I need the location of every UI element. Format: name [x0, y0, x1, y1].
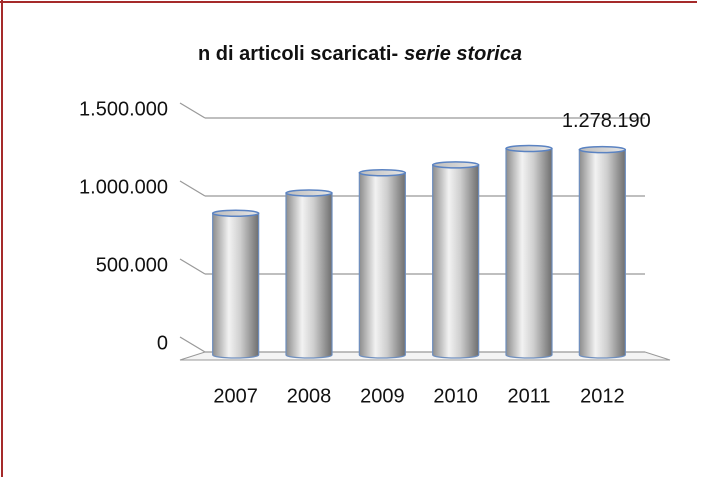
y-tick-label: 0	[157, 332, 168, 354]
bar	[578, 149, 626, 359]
bar	[285, 192, 333, 359]
bar-top	[358, 168, 407, 177]
y-tick-label: 1.500.000	[79, 98, 168, 120]
bar-top	[285, 189, 333, 197]
x-tick-label: 2011	[507, 385, 550, 407]
x-tick-label: 2008	[287, 385, 332, 407]
y-tick-label: 500.000	[96, 254, 168, 276]
bar-top	[211, 209, 260, 218]
bar	[212, 212, 260, 359]
y-tick-label: 1.000.000	[79, 176, 168, 198]
bar	[358, 172, 406, 359]
chart-title: n di articoli scaricati-serie storica	[198, 43, 522, 65]
grid-slant	[179, 336, 206, 353]
bar-top	[505, 144, 553, 153]
title-italic: serie storica	[404, 43, 522, 65]
grid-slant	[179, 258, 206, 275]
grid-slant	[179, 102, 206, 119]
x-tick-label: 2009	[360, 385, 405, 407]
bar	[432, 164, 480, 359]
x-tick-label: 2012	[580, 385, 625, 407]
value-label: 1.278.190	[562, 110, 651, 132]
bar	[505, 147, 553, 359]
grid-slant	[179, 180, 206, 197]
x-tick-label: 2007	[213, 385, 258, 407]
bar-top	[431, 161, 480, 169]
bar-top	[578, 145, 627, 154]
title-main: n di articoli scaricati-	[198, 43, 398, 65]
x-tick-label: 2010	[433, 385, 478, 407]
